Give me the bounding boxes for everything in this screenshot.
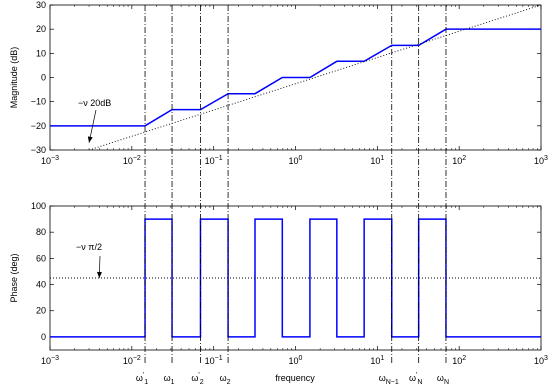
phase-panel: 0 20 40 60 80 100 10−3 10−2 10−1 100 101 102 103 Phas… <box>9 201 548 366</box>
x-tick-label: 103 <box>534 155 548 166</box>
x-axis-label: frequency <box>275 373 315 383</box>
y-tick-label: 0 <box>41 73 46 83</box>
reference-line <box>88 5 541 150</box>
frequency-marker-lines: ω'1 ω1 ω'2 ω2 ωN−1 ω'N ωN <box>136 5 449 386</box>
annotation-arrow-head <box>87 136 93 143</box>
frequency-marker-label: ω'N <box>409 372 422 386</box>
x-tick-label: 10−3 <box>41 155 59 166</box>
x-tick-label: 102 <box>452 355 466 366</box>
y-tick-label: −10 <box>31 97 46 107</box>
annotation-text: −ν 20dB <box>78 98 111 108</box>
y-tick-label: 40 <box>36 280 46 290</box>
y-tick-label: 60 <box>36 253 46 263</box>
x-tick-label: 10−1 <box>205 355 223 366</box>
y-tick-label: 30 <box>36 0 46 10</box>
x-tick-label: 101 <box>370 355 384 366</box>
x-tick-label: 10−2 <box>123 155 141 166</box>
x-tick-label: 100 <box>289 155 303 166</box>
y-axis-label: Phase (deg) <box>9 253 19 302</box>
annotation-arrow-head <box>96 271 102 278</box>
series-line <box>50 28 541 127</box>
frequency-marker-label: ω2 <box>220 373 231 386</box>
x-tick-label: 10−1 <box>205 155 223 166</box>
y-tick-label: −30 <box>31 145 46 155</box>
frequency-marker-label: ω'2 <box>191 372 203 386</box>
y-tick-label: 100 <box>31 201 46 211</box>
y-tick-label: 20 <box>36 24 46 34</box>
annotation-text: −ν π/2 <box>76 242 102 252</box>
x-tick-label: 10−3 <box>41 355 59 366</box>
x-tick-label: 102 <box>452 155 466 166</box>
y-tick-label: 10 <box>36 48 46 58</box>
y-tick-label: 80 <box>36 227 46 237</box>
frequency-marker-label: ωN−1 <box>379 373 399 386</box>
y-axis-label: Magnitude (dB) <box>9 47 19 109</box>
magnitude-panel: −30 −20 −10 0 10 20 30 10−3 10−2 10−1 100 101 102 103… <box>9 0 548 166</box>
x-tick-label: 100 <box>289 355 303 366</box>
y-tick-label: 0 <box>41 332 46 342</box>
frequency-marker-label: ω1 <box>164 373 175 386</box>
y-tick-label: 20 <box>36 306 46 316</box>
x-tick-label: 101 <box>370 155 384 166</box>
series-line <box>50 218 541 338</box>
y-tick-label: −20 <box>31 121 46 131</box>
frequency-marker-label: ω'1 <box>136 372 148 386</box>
x-tick-label: 10−2 <box>123 355 141 366</box>
x-tick-label: 103 <box>534 355 548 366</box>
frequency-marker-label: ωN <box>437 373 449 386</box>
